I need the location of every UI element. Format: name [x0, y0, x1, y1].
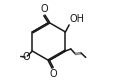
Text: OH: OH	[70, 14, 85, 24]
Text: O: O	[49, 69, 57, 79]
Text: O: O	[22, 52, 30, 62]
Text: O: O	[40, 4, 48, 14]
